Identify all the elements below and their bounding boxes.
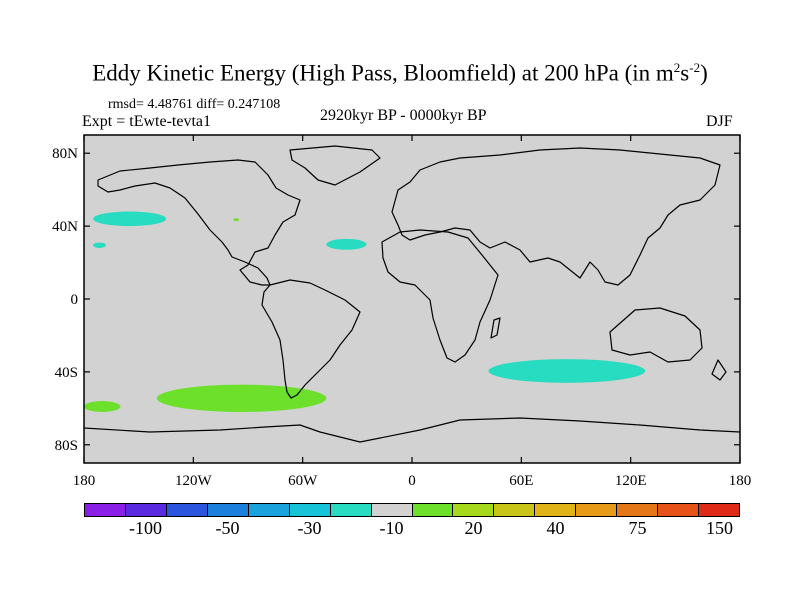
anomaly-south-pacific-positive [156, 384, 327, 412]
legend-swatch [412, 504, 454, 516]
title-text: Eddy Kinetic Energy (High Pass, Bloomfie… [92, 60, 674, 86]
coast-africa [381, 229, 499, 363]
lon-label: 120W [175, 473, 213, 489]
period-label: 2920kyr BP - 0000kyr BP [320, 107, 487, 124]
lon-label: 120E [615, 473, 647, 489]
legend-swatch [85, 504, 126, 516]
coast-australia [609, 307, 703, 363]
lon-label: 180 [729, 473, 752, 489]
lat-label: 0 [71, 292, 79, 308]
legend-swatch [371, 504, 413, 516]
anomaly-north-america-positive [233, 218, 239, 222]
legend-swatch [248, 504, 290, 516]
anomaly-central-pacific-negative [93, 242, 106, 248]
legend-label: 20 [464, 518, 483, 538]
stats-label: rmsd= 4.48761 diff= 0.247108 [108, 97, 281, 112]
title-text-end: ) [700, 60, 708, 86]
coastlines [83, 145, 741, 443]
coast-greenland [289, 145, 381, 186]
coast-madagascar [490, 317, 501, 339]
coast-new-zealand [711, 359, 727, 381]
color-legend-bar [84, 503, 740, 517]
legend-swatch [166, 504, 208, 516]
lat-label: 40N [52, 219, 78, 235]
legend-swatch [576, 504, 618, 516]
season-label: DJF [706, 113, 733, 130]
anomaly-north-pacific-negative [93, 211, 166, 227]
lon-label: 60E [509, 473, 533, 489]
title-text-mid: s [680, 60, 690, 86]
legend-swatch [330, 504, 372, 516]
legend-label: 40 [546, 518, 565, 538]
legend-swatch [453, 504, 495, 516]
lon-label: 60W [288, 473, 318, 489]
coast-eurasia [391, 147, 721, 286]
lat-label: 80N [52, 146, 78, 162]
legend-label: -10 [379, 518, 404, 538]
anomaly-south-indian-negative [488, 359, 646, 383]
legend-label: -50 [215, 518, 240, 538]
title-superscript-2: -2 [689, 60, 701, 75]
legend-label: -30 [297, 518, 322, 538]
experiment-label: Expt = tEwte-tevta1 [82, 113, 211, 130]
anomaly-southwest-pacific-positive [84, 401, 121, 412]
anomaly-layer [84, 211, 646, 412]
lat-label: 40S [55, 365, 78, 381]
legend-swatch [207, 504, 249, 516]
legend-label: -100 [129, 518, 162, 538]
coast-south-america [261, 279, 361, 399]
coast-antarctica [83, 417, 741, 443]
legend-label: 75 [628, 518, 647, 538]
lon-label: 0 [408, 473, 416, 489]
legend-swatch [535, 504, 577, 516]
lat-label: 80S [55, 438, 78, 454]
lon-label: 180 [73, 473, 96, 489]
legend-swatch [125, 504, 167, 516]
legend-label: 150 [706, 518, 733, 538]
title-superscript-1: 2 [673, 60, 681, 75]
legend-swatch [289, 504, 331, 516]
map-axes: 80N 40N 0 40S 80S 180 120W 60W 0 60E 120E 180 [52, 135, 751, 489]
legend-swatch [699, 504, 739, 516]
plot-title: Eddy Kinetic Energy (High Pass, Bloomfie… [0, 60, 800, 87]
legend-swatch [658, 504, 700, 516]
legend-swatch [494, 504, 536, 516]
coast-north-america [97, 159, 301, 286]
anomaly-north-atlantic-negative [326, 238, 367, 250]
map-background [84, 135, 740, 463]
legend-swatch [617, 504, 659, 516]
